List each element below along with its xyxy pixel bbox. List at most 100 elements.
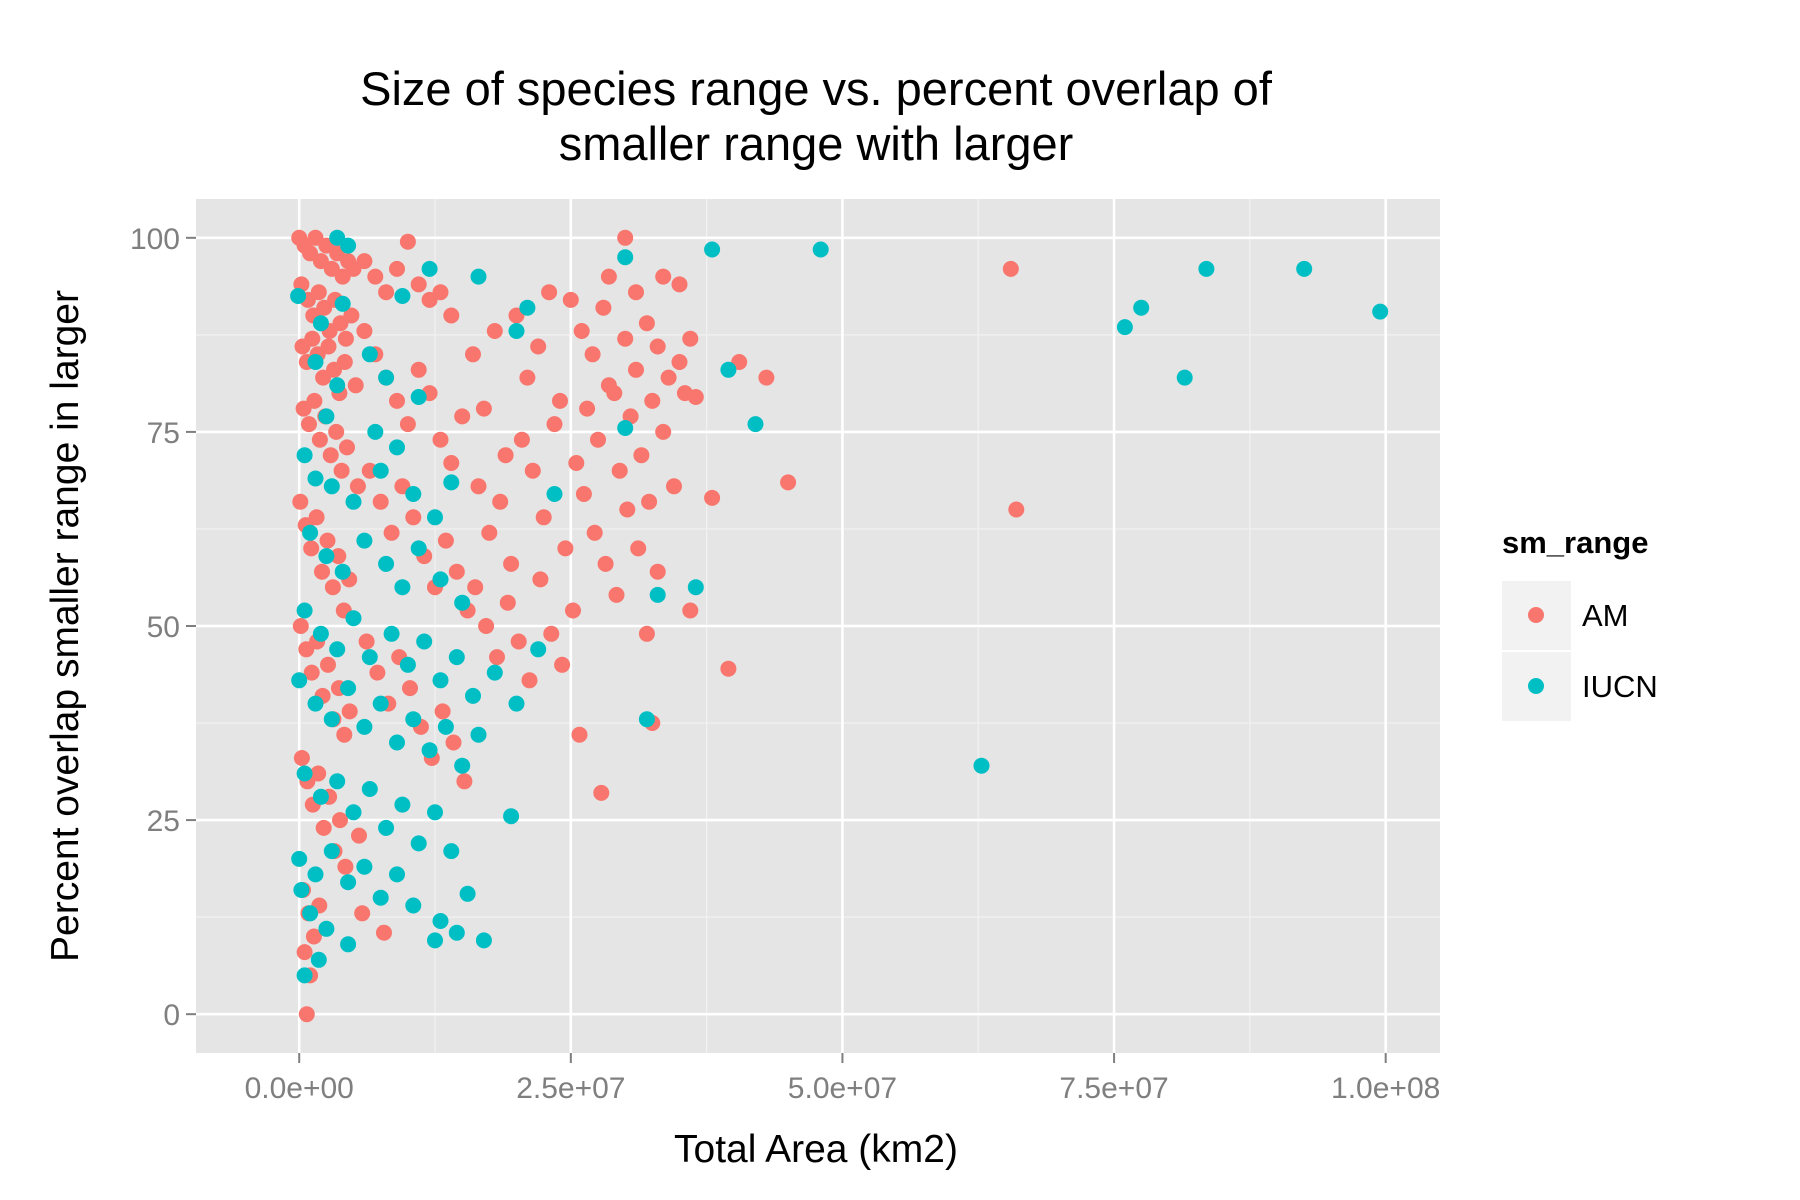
data-point-iucn — [812, 241, 829, 258]
data-point-iucn — [427, 932, 443, 949]
data-point-iucn — [302, 524, 319, 541]
data-point-iucn — [410, 540, 427, 557]
data-point-am — [292, 618, 309, 634]
data-point-iucn — [334, 563, 351, 580]
data-point-am — [336, 726, 353, 743]
data-point-am — [720, 660, 737, 677]
data-point-iucn — [345, 610, 362, 627]
data-point-am — [314, 563, 330, 580]
data-point-iucn — [432, 571, 449, 588]
data-point-iucn — [378, 555, 395, 572]
data-point-iucn — [296, 447, 313, 464]
x-tick-label: 1.0e+08 — [1331, 1072, 1440, 1105]
data-point-am — [465, 346, 481, 363]
data-point-iucn — [340, 237, 357, 254]
data-point-iucn — [323, 478, 340, 495]
data-point-am — [378, 284, 395, 301]
data-point-am — [478, 618, 495, 634]
data-point-am — [532, 571, 549, 588]
y-axis: 0 25 50 75 100 — [130, 223, 196, 1032]
data-point-am — [347, 377, 364, 394]
data-point-am — [611, 462, 628, 479]
data-point-am — [320, 656, 336, 673]
data-point-iucn — [345, 804, 362, 821]
data-point-iucn — [291, 672, 308, 689]
data-point-iucn — [475, 932, 492, 949]
data-point-iucn — [312, 788, 329, 805]
data-point-am — [410, 361, 427, 378]
data-point-iucn — [432, 672, 449, 689]
data-point-iucn — [389, 866, 405, 883]
data-point-iucn — [470, 268, 487, 285]
data-point-am — [341, 703, 358, 720]
data-point-am — [399, 416, 416, 433]
data-point-am — [333, 462, 350, 479]
data-point-iucn — [454, 594, 471, 611]
data-point-iucn — [617, 420, 634, 436]
data-point-iucn — [443, 474, 460, 491]
data-point-am — [301, 416, 317, 433]
data-point-iucn — [356, 532, 373, 549]
data-point-am — [369, 664, 386, 681]
data-point-iucn — [356, 718, 373, 735]
data-point-am — [303, 664, 320, 681]
data-point-am — [443, 455, 460, 471]
data-point-iucn — [372, 462, 389, 479]
data-point-iucn — [307, 866, 324, 883]
data-point-am — [292, 493, 309, 510]
data-point-iucn — [421, 260, 438, 277]
data-point-am — [660, 369, 677, 386]
data-point-am — [619, 501, 636, 518]
data-point-am — [649, 563, 666, 580]
data-point-am — [367, 268, 384, 285]
data-point-iucn — [410, 835, 427, 852]
data-point-iucn — [394, 579, 411, 596]
data-point-iucn — [437, 718, 454, 735]
data-point-am — [405, 509, 422, 526]
data-point-iucn — [687, 579, 704, 596]
data-point-am — [671, 276, 688, 293]
data-point-am — [641, 493, 658, 510]
data-point-am — [638, 315, 655, 332]
data-point-am — [562, 291, 579, 308]
data-point-iucn — [416, 633, 433, 650]
data-point-am — [356, 323, 373, 339]
data-point-iucn — [329, 773, 346, 790]
data-point-iucn — [1176, 369, 1193, 386]
data-point-am — [499, 594, 516, 611]
data-point-am — [575, 486, 592, 502]
data-point-am — [666, 478, 682, 495]
y-axis-title: Percent overlap smaller range in larger — [44, 290, 87, 962]
data-point-iucn — [372, 889, 389, 906]
legend: sm_range AM IUCN — [1502, 525, 1658, 721]
data-point-iucn — [649, 586, 666, 603]
data-point-am — [608, 586, 625, 603]
data-point-am — [356, 253, 373, 270]
data-point-iucn — [427, 804, 443, 821]
data-point-am — [298, 1006, 315, 1023]
data-point-iucn — [307, 470, 324, 487]
data-point-iucn — [503, 808, 520, 825]
data-point-iucn — [361, 346, 378, 363]
data-point-am — [304, 330, 321, 347]
data-point-iucn — [302, 905, 319, 922]
data-point-iucn — [530, 641, 547, 658]
data-point-am — [372, 493, 389, 510]
data-point-iucn — [394, 288, 411, 304]
series-iucn-points — [290, 229, 1389, 984]
data-point-am — [410, 276, 427, 293]
data-point-am — [519, 369, 536, 386]
data-point-am — [628, 361, 644, 378]
data-point-am — [475, 400, 492, 417]
data-point-iucn — [372, 695, 389, 712]
x-axis-title: Total Area (km2) — [674, 1128, 958, 1171]
data-point-iucn — [334, 295, 351, 312]
y-tick-label: 75 — [147, 417, 180, 450]
legend-title: sm_range — [1502, 525, 1648, 560]
data-point-am — [343, 307, 360, 324]
data-point-am — [687, 389, 704, 405]
data-point-iucn — [486, 664, 503, 681]
data-point-iucn — [318, 408, 335, 425]
data-point-am — [633, 447, 650, 464]
data-point-am — [443, 307, 460, 324]
